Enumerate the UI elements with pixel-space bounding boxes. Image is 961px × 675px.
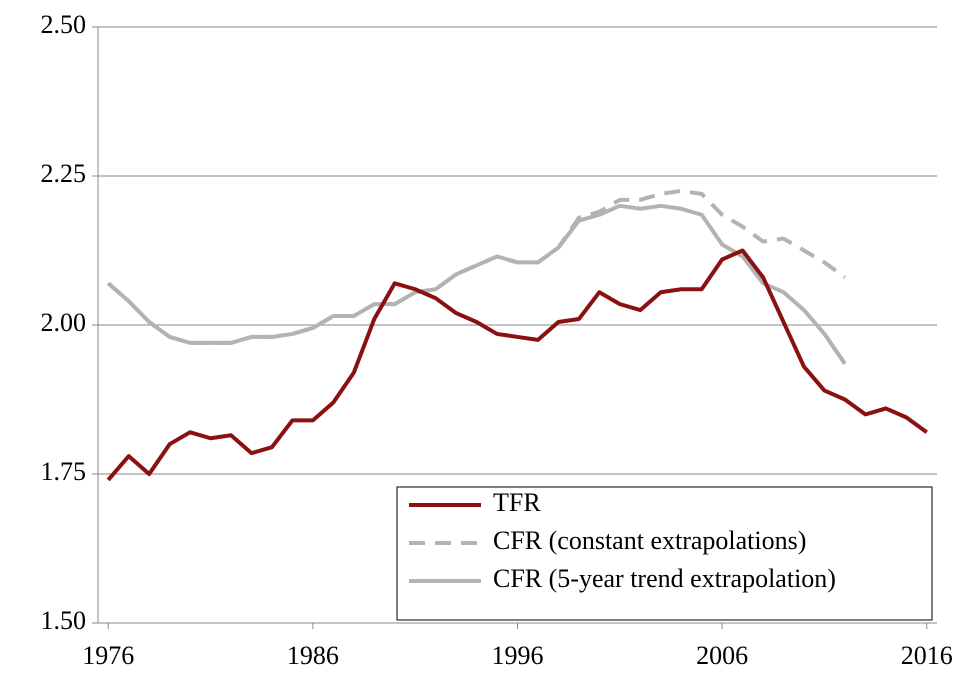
y-tick-label: 1.50: [41, 606, 87, 635]
y-tick-label: 2.25: [41, 159, 87, 188]
series-line: [106, 188, 847, 345]
x-tick-label: 2016: [901, 641, 953, 670]
legend-box: [396, 486, 933, 621]
legend-label: TFR: [493, 488, 541, 517]
series-line: [106, 248, 928, 482]
y-tick-label: 2.50: [41, 10, 87, 39]
x-tick-label: 2006: [696, 641, 748, 670]
x-tick-label: 1996: [492, 641, 544, 670]
y-tick-label: 2.00: [41, 308, 87, 337]
x-tick-label: 1976: [82, 641, 134, 670]
series-line: [106, 203, 847, 365]
x-tick-label: 1986: [287, 641, 339, 670]
legend-label: CFR (constant extrapolations): [493, 526, 806, 555]
y-tick-label: 1.75: [41, 457, 87, 486]
legend-label: CFR (5-year trend extrapolation): [493, 564, 836, 593]
